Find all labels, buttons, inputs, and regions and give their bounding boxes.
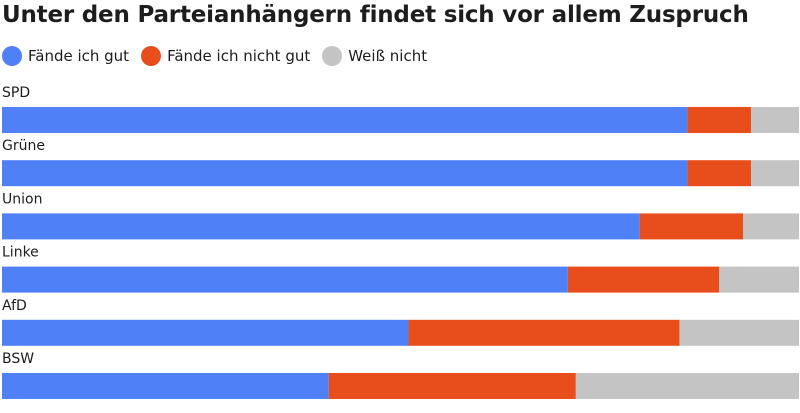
legend-label-dont-know: Weiß nicht [348,47,428,65]
category-label-gruene: Grüne [2,138,45,154]
legend-label-not-good: Fände ich nicht gut [167,47,311,65]
bar-gruene-faende-ich-nicht-gut [687,160,752,187]
stacked-bar-chart: SPD Grüne Union Linke AfD BSW [2,85,799,399]
bar-gruene-weiss-nicht [751,160,799,187]
legend-label-good: Fände ich gut [28,47,130,65]
bar-union-weiss-nicht [743,213,799,240]
bar-union-faende-ich-nicht-gut [639,213,744,240]
bar-linke-faende-ich-gut [2,266,568,293]
bar-afd-faende-ich-gut [2,319,409,346]
bar-spd-faende-ich-gut [2,107,688,133]
bar-linke-faende-ich-nicht-gut [567,266,720,293]
bar-gruene-faende-ich-gut [2,160,688,187]
bar-bsw-weiss-nicht [575,373,799,399]
legend-swatch-not-good [141,46,162,66]
category-label-linke: Linke [2,245,39,261]
bar-bsw-faende-ich-nicht-gut [328,373,576,399]
category-label-afd: AfD [2,298,27,314]
legend-item-good: Fände ich gut [2,46,129,66]
category-label-bsw: BSW [2,351,34,367]
legend-item-not-good: Fände ich nicht gut [141,46,310,66]
category-label-spd: SPD [2,85,30,101]
bar-union-faende-ich-gut [2,213,640,240]
legend-item-dont-know: Weiß nicht [322,46,427,66]
bar-spd-weiss-nicht [751,107,799,133]
bar-afd-weiss-nicht [679,319,799,346]
bar-afd-faende-ich-nicht-gut [408,319,680,346]
category-label-union: Union [2,191,42,207]
legend-swatch-dont-know [322,46,343,66]
bar-bsw-faende-ich-gut [2,373,329,399]
bar-linke-weiss-nicht [719,266,799,293]
chart-title: Unter den Parteianhängern findet sich vo… [2,2,749,28]
legend-swatch-good [2,46,22,66]
bar-spd-faende-ich-nicht-gut [687,107,752,133]
legend: Fände ich gut Fände ich nicht gut Weiß n… [2,46,439,66]
